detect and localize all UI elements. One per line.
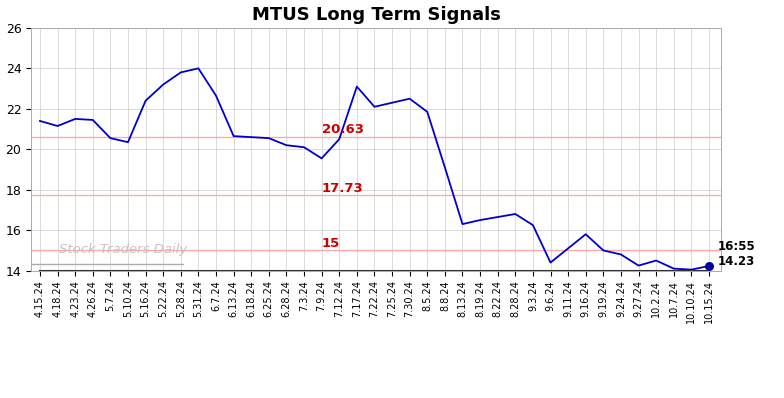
Text: 16:55
14.23: 16:55 14.23	[718, 240, 756, 268]
Text: Stock Traders Daily: Stock Traders Daily	[59, 243, 187, 256]
Text: 20.63: 20.63	[321, 123, 364, 137]
Point	[702, 263, 715, 269]
Text: 15: 15	[321, 237, 340, 250]
Title: MTUS Long Term Signals: MTUS Long Term Signals	[252, 6, 501, 23]
Text: 17.73: 17.73	[321, 182, 364, 195]
